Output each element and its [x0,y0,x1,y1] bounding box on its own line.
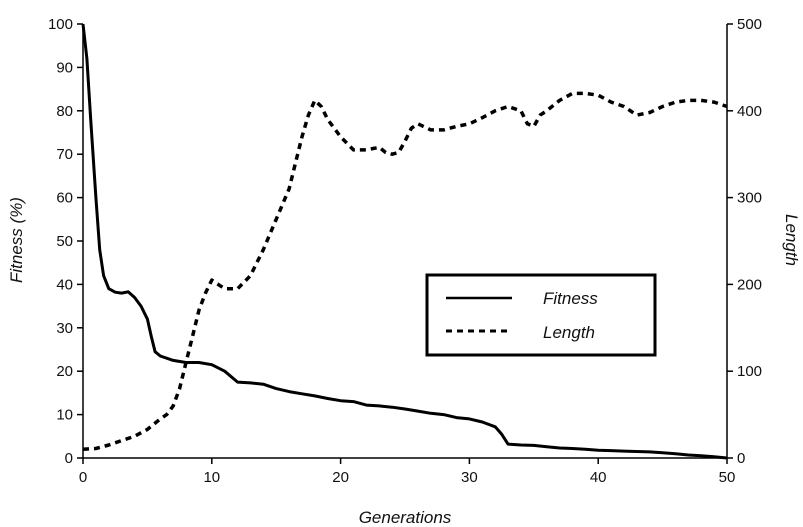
y-left-tick-label: 60 [56,190,73,207]
y-left-tick-label: 50 [56,233,73,250]
y-right-tick-label: 200 [737,276,762,293]
x-tick-label: 10 [203,469,220,486]
y-left-tick-label: 70 [56,146,73,163]
y-left-tick-label: 80 [56,103,73,120]
x-tick-label: 0 [79,469,87,486]
series-line-length [82,91,728,452]
y-left-tick-label: 20 [56,363,73,380]
tick-layer: 0 10 20 30 40 5001020304050607080901000100200… [48,16,762,486]
y-left-tick-label: 0 [65,450,73,467]
series-line-fitness [81,23,728,460]
x-tick-label: 20 [332,469,349,486]
y-right-tick-label: 400 [737,103,762,120]
legend-length-label: Length [543,323,595,342]
x-axis-title: Generations [359,508,452,527]
y-left-tick-label: 90 [56,59,73,76]
axes [82,24,728,459]
y-right-tick-label: 0 [737,450,745,467]
y-right-axis-title: Length [782,214,801,266]
legend-fitness-label: Fitness [543,289,598,308]
y-left-tick-label: 40 [56,276,73,293]
y-left-tick-label: 10 [56,407,73,424]
x-tick-label: 30 [461,469,478,486]
legend: Fitness Length [425,273,657,357]
y-right-tick-label: 100 [737,363,762,380]
y-left-tick-label: 30 [56,320,73,337]
y-left-tick-label: 100 [48,16,73,33]
x-tick-label: 40 [590,469,607,486]
y-right-tick-label: 500 [737,16,762,33]
legend-box [425,273,657,357]
y-right-tick-label: 300 [737,190,762,207]
x-tick-label: 50 [719,469,736,486]
y-left-axis-title: Fitness (%) [7,197,26,283]
series-layer [81,23,728,460]
